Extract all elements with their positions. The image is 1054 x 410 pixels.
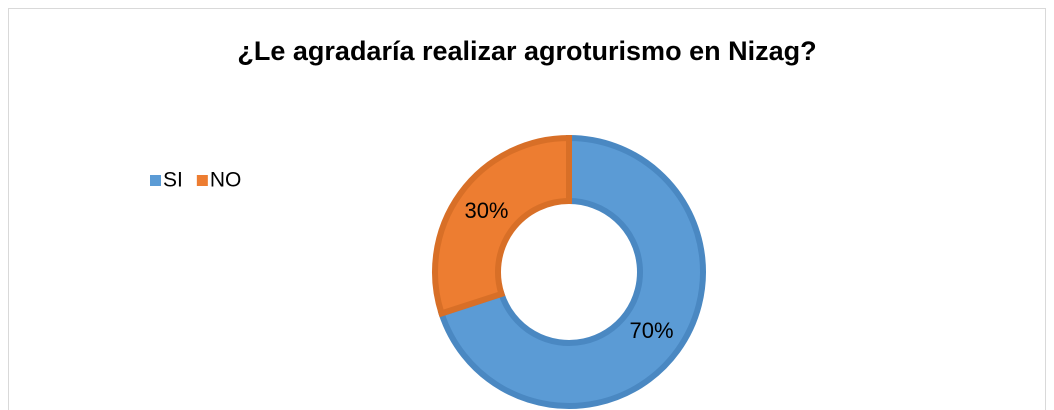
chart-frame — [8, 8, 1046, 410]
slice — [437, 134, 706, 409]
data-label: 70% — [629, 318, 673, 343]
data-label: 30% — [464, 198, 508, 223]
legend-label: NO — [210, 169, 242, 192]
legend-swatch — [196, 175, 208, 186]
legend-swatch — [150, 175, 161, 186]
chart-title: ¿Le agradaría realizar agroturismo en Ni… — [237, 36, 816, 66]
legend-label: SI — [163, 169, 183, 192]
slice — [432, 134, 572, 318]
